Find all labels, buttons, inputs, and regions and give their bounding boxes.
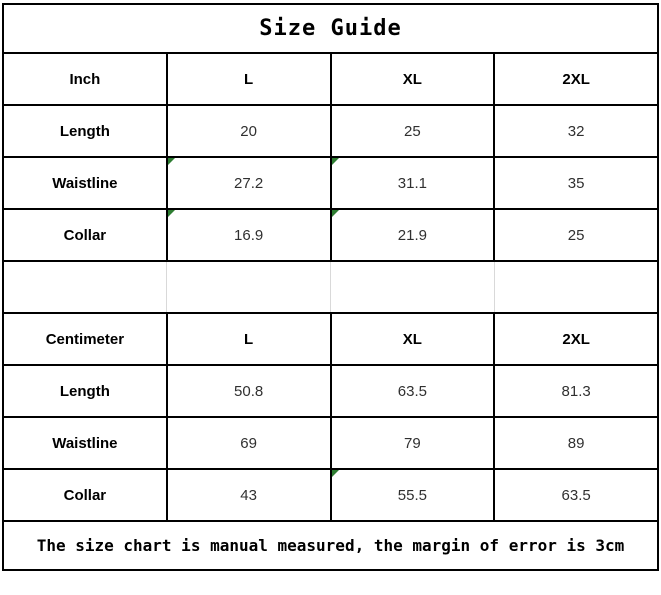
centimeter-waistline-row: Waistline 69 79 89 xyxy=(2,416,659,470)
cell-value: 16.9 xyxy=(234,226,264,244)
page-title: Size Guide xyxy=(2,3,659,54)
cell-flag-icon xyxy=(167,210,175,217)
inch-unit-header: Inch xyxy=(2,52,168,106)
measurement-note: The size chart is manual measured, the m… xyxy=(2,520,659,571)
table-cell: 63.5 xyxy=(329,364,496,418)
table-cell: 16.9 xyxy=(165,208,332,262)
cell-flag-icon xyxy=(331,470,339,477)
empty-cell xyxy=(166,260,331,314)
table-cell: 20 xyxy=(165,104,332,158)
table-cell: 81.3 xyxy=(493,364,659,418)
cell-value: 21.9 xyxy=(397,226,427,244)
table-cell: 89 xyxy=(493,416,659,470)
table-cell: 25 xyxy=(493,208,659,262)
cell-value: 55.5 xyxy=(397,486,427,504)
empty-cell xyxy=(2,260,168,314)
cell-flag-icon xyxy=(331,210,339,217)
row-label: Collar xyxy=(2,208,168,262)
inch-size-header-xl: XL xyxy=(329,52,496,106)
row-label: Waistline xyxy=(2,156,168,210)
inch-length-row: Length 20 25 32 xyxy=(2,104,659,158)
table-cell: 32 xyxy=(493,104,659,158)
empty-cell xyxy=(330,260,495,314)
centimeter-size-header-xl: XL xyxy=(329,312,496,366)
inch-collar-row: Collar 16.9 21.9 25 xyxy=(2,208,659,262)
table-cell: 55.5 xyxy=(329,468,496,522)
row-label: Collar xyxy=(2,468,168,522)
centimeter-size-header-l: L xyxy=(165,312,332,366)
empty-cell xyxy=(493,260,659,314)
row-label: Length xyxy=(2,104,168,158)
table-cell: 31.1 xyxy=(329,156,496,210)
note-row: The size chart is manual measured, the m… xyxy=(2,520,659,571)
table-cell: 25 xyxy=(329,104,496,158)
inch-size-header-l: L xyxy=(165,52,332,106)
table-cell: 43 xyxy=(165,468,332,522)
cell-value: 27.2 xyxy=(234,174,264,192)
title-row: Size Guide xyxy=(2,3,659,54)
inch-size-header-2xl: 2XL xyxy=(493,52,659,106)
row-label: Length xyxy=(2,364,168,418)
cell-value: 31.1 xyxy=(397,174,427,192)
cell-flag-icon xyxy=(167,158,175,165)
table-cell: 79 xyxy=(329,416,496,470)
table-cell: 27.2 xyxy=(165,156,332,210)
centimeter-unit-header: Centimeter xyxy=(2,312,168,366)
centimeter-collar-row: Collar 43 55.5 63.5 xyxy=(2,468,659,522)
centimeter-length-row: Length 50.8 63.5 81.3 xyxy=(2,364,659,418)
table-cell: 21.9 xyxy=(329,208,496,262)
table-cell: 69 xyxy=(165,416,332,470)
cell-flag-icon xyxy=(331,158,339,165)
inch-header-row: Inch L XL 2XL xyxy=(2,52,659,106)
table-cell: 35 xyxy=(493,156,659,210)
inch-waistline-row: Waistline 27.2 31.1 35 xyxy=(2,156,659,210)
centimeter-header-row: Centimeter L XL 2XL xyxy=(2,312,659,366)
table-cell: 50.8 xyxy=(165,364,332,418)
table-cell: 63.5 xyxy=(493,468,659,522)
spacer-row xyxy=(2,260,659,314)
centimeter-size-header-2xl: 2XL xyxy=(493,312,659,366)
row-label: Waistline xyxy=(2,416,168,470)
size-guide-table: Size Guide Inch L XL 2XL Length 20 25 32… xyxy=(2,3,659,571)
